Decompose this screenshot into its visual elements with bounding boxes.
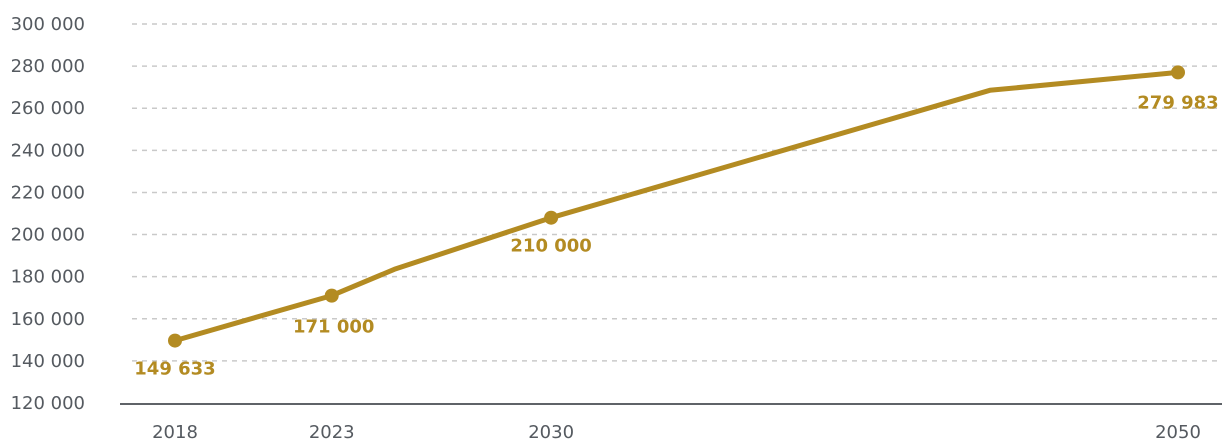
gridlines (132, 23, 1222, 362)
data-label-2023: 171 000 (293, 317, 374, 338)
y-axis-tick-labels: 120 000 140 000 160 000 180 000 200 000 220 0… (11, 14, 85, 414)
data-point-2023 (324, 288, 339, 303)
y-tick-label: 160 000 (11, 309, 85, 330)
y-tick-label: 220 000 (11, 182, 85, 203)
data-label-2030: 210 000 (510, 236, 591, 257)
y-tick-label: 180 000 (11, 267, 85, 288)
data-point-2050 (1171, 65, 1185, 80)
x-tick-label: 2018 (152, 422, 198, 439)
x-tick-label: 2050 (1155, 422, 1201, 439)
data-point-2030 (544, 210, 559, 225)
y-tick-label: 300 000 (11, 14, 85, 35)
y-tick-label: 280 000 (11, 56, 85, 77)
x-tick-label: 2030 (528, 422, 574, 439)
x-axis-tick-labels: 2018 2023 2030 2050 (152, 422, 1201, 439)
data-point-2018 (168, 333, 182, 348)
data-point-markers (168, 65, 1185, 348)
y-tick-label: 200 000 (11, 225, 85, 246)
y-tick-label: 120 000 (11, 393, 85, 414)
data-label-2050: 279 983 (1137, 92, 1218, 113)
data-labels: 149 633 171 000 210 000 279 983 (134, 92, 1218, 379)
y-tick-label: 140 000 (11, 351, 85, 372)
data-label-2018: 149 633 (134, 359, 215, 380)
y-tick-label: 260 000 (11, 98, 85, 119)
series-line (172, 69, 1181, 344)
x-tick-label: 2023 (309, 422, 355, 439)
y-tick-label: 240 000 (11, 140, 85, 161)
